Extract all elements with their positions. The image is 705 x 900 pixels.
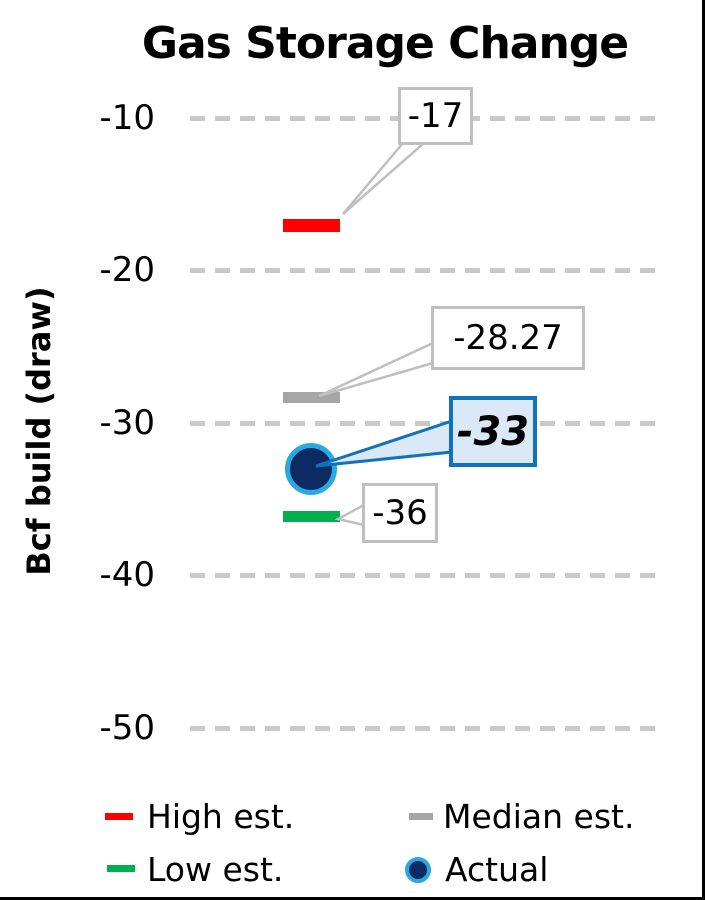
gridline--40 <box>190 573 658 578</box>
y-tick--30: -30 <box>99 403 155 443</box>
marker-low-estimate <box>283 511 340 522</box>
data-label-actual-value: -33 <box>456 408 530 455</box>
marker-median-estimate <box>283 392 340 403</box>
data-label-low: -36 <box>362 483 438 543</box>
gridline--50 <box>190 726 658 731</box>
legend-high-label: High est. <box>147 797 295 836</box>
legend-actual-circle-icon <box>405 857 431 883</box>
data-label-actual: -33 <box>449 396 537 467</box>
y-tick--40: -40 <box>99 555 155 595</box>
legend-median-dash-icon <box>409 813 433 820</box>
marker-high-estimate <box>283 219 340 232</box>
y-tick--10: -10 <box>99 98 155 138</box>
y-tick--50: -50 <box>99 708 155 748</box>
marker-actual-circle <box>285 443 337 495</box>
legend-actual-label: Actual <box>445 850 549 889</box>
legend-low-dash-icon <box>107 865 135 872</box>
data-label-high-value: -17 <box>407 96 464 136</box>
legend-low-label: Low est. <box>147 850 284 889</box>
data-label-median: -28.27 <box>431 306 585 370</box>
y-tick--20: -20 <box>99 250 155 290</box>
data-label-median-value: -28.27 <box>453 318 563 358</box>
chart-title: Gas Storage Change <box>141 18 629 69</box>
legend-high-dash-icon <box>105 813 133 820</box>
data-label-low-value: -36 <box>372 493 428 533</box>
gridline--20 <box>190 268 658 273</box>
legend-median-label: Median est. <box>443 797 635 836</box>
data-label-high: -17 <box>398 87 473 145</box>
gridline--30 <box>190 421 658 426</box>
